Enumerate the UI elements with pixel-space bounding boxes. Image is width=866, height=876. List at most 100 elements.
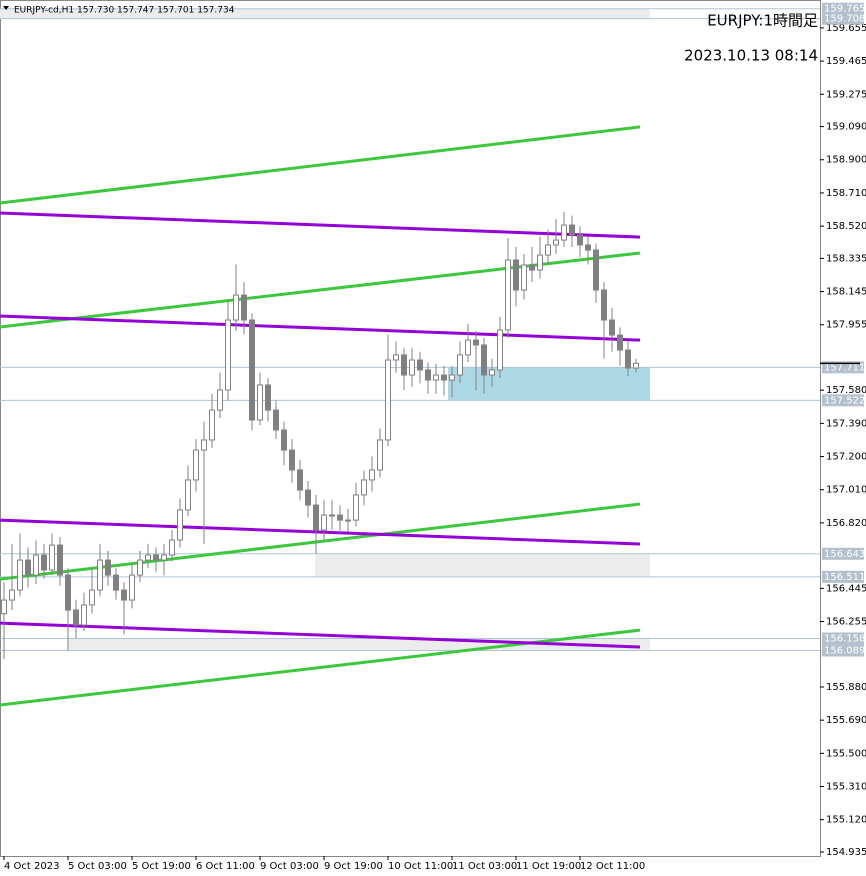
zone <box>448 367 650 401</box>
header-arrow <box>3 6 9 10</box>
y-tick-label: 155.880 <box>826 682 866 693</box>
candle-body <box>401 354 407 376</box>
candle-body <box>281 429 287 451</box>
candle-body <box>121 589 127 601</box>
trendline <box>0 211 641 239</box>
y-tick-label: 155.690 <box>826 715 866 726</box>
plot-frame <box>0 0 821 857</box>
candle-body <box>409 359 415 376</box>
y-tick-label: 157.580 <box>826 385 866 396</box>
candle-body <box>289 449 295 471</box>
candle-body <box>1 599 7 615</box>
y-tick-label: 156.445 <box>826 583 866 594</box>
candle-body <box>537 254 543 271</box>
candle-body <box>521 264 527 291</box>
candle-body <box>153 554 159 561</box>
candle-body <box>129 574 135 601</box>
trendline <box>0 621 641 649</box>
candle-body <box>313 504 319 531</box>
y-tick-label: 155.120 <box>826 815 866 826</box>
candle-body <box>505 259 511 331</box>
candle-body <box>601 289 607 321</box>
candle-body <box>17 559 23 591</box>
x-tick-label: 9 Oct 19:00 <box>324 861 383 872</box>
candle-body <box>585 244 591 251</box>
candle-body <box>169 539 175 556</box>
level-label-box <box>822 12 864 25</box>
candle-body <box>73 609 79 626</box>
candle-body <box>393 354 399 361</box>
candle-body <box>97 559 103 591</box>
candle-body <box>633 362 639 369</box>
candle-body <box>625 349 631 369</box>
x-tick-label: 12 Oct 11:00 <box>580 861 645 872</box>
candle-body <box>209 409 215 441</box>
chart-header: EURJPY-cd,H1 157.730 157.747 157.701 157… <box>14 6 235 16</box>
candle-body <box>617 334 623 351</box>
candle-body <box>225 319 231 391</box>
level-label-box <box>822 547 864 560</box>
y-tick-label: 155.310 <box>826 782 866 793</box>
candle-body <box>145 554 151 561</box>
level-label: 159.765 <box>824 4 865 15</box>
x-tick-label: 11 Oct 03:00 <box>452 861 517 872</box>
y-tick-label: 159.090 <box>826 122 866 133</box>
candle-body <box>113 574 119 591</box>
candle-body <box>433 374 439 381</box>
candle-body <box>345 519 351 522</box>
level-label-box <box>822 361 864 374</box>
candle-body <box>65 574 71 611</box>
trendline <box>0 125 641 205</box>
x-tick-label: 11 Oct 19:00 <box>516 861 581 872</box>
y-tick-label: 157.200 <box>826 452 866 463</box>
level-label: 156.511 <box>824 572 865 583</box>
candle-body <box>217 389 223 411</box>
candle-body <box>481 344 487 376</box>
candle-body <box>105 559 111 576</box>
level-label-box <box>822 644 864 657</box>
candle-body <box>329 514 335 517</box>
trendline <box>0 314 641 342</box>
candle-body <box>81 604 87 626</box>
level-label: 159.708 <box>824 14 865 25</box>
level-label-box <box>822 2 864 15</box>
chart-subtitle: 2023.10.13 08:14 <box>684 47 818 65</box>
y-tick-label: 156.820 <box>826 518 866 529</box>
candle-body <box>193 449 199 481</box>
candle-body <box>513 259 519 291</box>
trendline <box>0 518 641 546</box>
x-tick-label: 6 Oct 11:00 <box>196 861 255 872</box>
level-label-box <box>822 394 864 407</box>
level-label: 157.522 <box>824 395 865 406</box>
candle-body <box>417 359 423 371</box>
level-label-box <box>822 632 864 645</box>
y-tick-label: 158.710 <box>826 188 866 199</box>
candle-body <box>425 369 431 381</box>
candle-body <box>361 479 367 496</box>
candle-body <box>137 559 143 576</box>
chart-title: EURJPY:1時間足 <box>707 12 818 30</box>
x-tick-label: 4 Oct 2023 <box>4 861 59 872</box>
candle-body <box>265 384 271 411</box>
candle-body <box>177 509 183 541</box>
candle-body <box>241 294 247 321</box>
level-label: 157.711 <box>824 362 865 373</box>
candle-body <box>561 224 567 241</box>
candle-body <box>553 239 559 246</box>
candle-body <box>609 319 615 336</box>
candle-body <box>441 374 447 381</box>
y-tick-label: 156.255 <box>826 617 866 628</box>
y-tick-label: 155.500 <box>826 748 866 759</box>
candle-body <box>49 544 55 571</box>
candle-body <box>569 224 575 236</box>
y-tick-label: 159.655 <box>826 23 866 34</box>
level-label-box <box>822 570 864 583</box>
level-label: 156.643 <box>824 549 865 560</box>
level-label: 156.089 <box>824 646 865 657</box>
zone <box>315 553 650 577</box>
candle-body <box>353 494 359 521</box>
y-tick-label: 158.520 <box>826 221 866 232</box>
zone <box>0 8 650 19</box>
candle-body <box>545 244 551 256</box>
candle-body <box>57 544 63 576</box>
